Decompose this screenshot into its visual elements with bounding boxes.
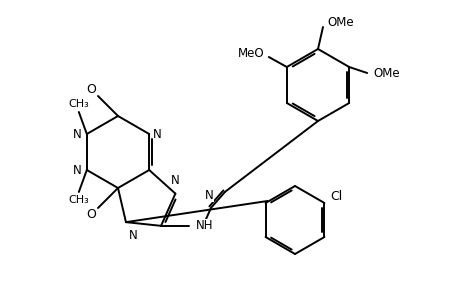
Text: N: N [153, 128, 162, 140]
Text: O: O [86, 208, 96, 221]
Text: OMe: OMe [373, 67, 400, 80]
Text: N: N [204, 189, 213, 202]
Text: CH₃: CH₃ [68, 99, 89, 109]
Text: N: N [73, 128, 82, 140]
Text: N: N [73, 164, 82, 176]
Text: O: O [86, 82, 96, 95]
Text: CH₃: CH₃ [68, 195, 89, 205]
Text: Cl: Cl [330, 190, 342, 203]
Text: N: N [171, 174, 179, 187]
Text: OMe: OMe [327, 16, 353, 28]
Text: N: N [129, 229, 137, 242]
Text: MeO: MeO [237, 46, 263, 59]
Text: NH: NH [196, 219, 213, 232]
